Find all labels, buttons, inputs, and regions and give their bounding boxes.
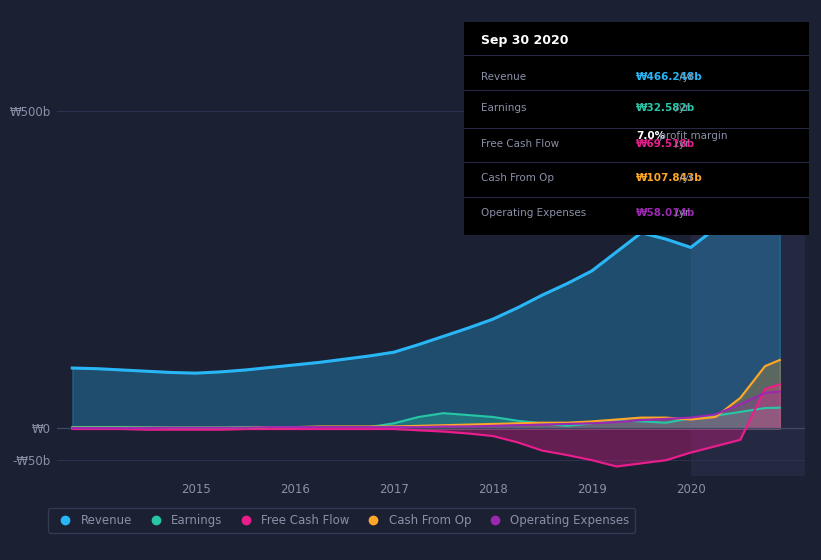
Text: ₩58.014b: ₩58.014b [636,208,695,218]
Text: ₩107.843b: ₩107.843b [636,173,703,183]
Text: Operating Expenses: Operating Expenses [481,208,586,218]
Legend: Revenue, Earnings, Free Cash Flow, Cash From Op, Operating Expenses: Revenue, Earnings, Free Cash Flow, Cash … [48,508,635,533]
Text: ₩466.248b: ₩466.248b [636,72,703,82]
Text: ₩69.518b: ₩69.518b [636,139,695,149]
Text: 7.0%: 7.0% [636,130,665,141]
Text: /yr: /yr [672,208,690,218]
Text: profit margin: profit margin [656,130,727,141]
Text: /yr: /yr [672,139,690,149]
Text: ₩32.582b: ₩32.582b [636,103,695,113]
Text: Sep 30 2020: Sep 30 2020 [481,34,569,47]
Text: Cash From Op: Cash From Op [481,173,554,183]
Text: Free Cash Flow: Free Cash Flow [481,139,559,149]
Text: /yr: /yr [672,103,690,113]
Text: Revenue: Revenue [481,72,526,82]
Text: /yr: /yr [676,72,693,82]
Text: Earnings: Earnings [481,103,526,113]
Text: /yr: /yr [676,173,693,183]
Bar [690,73,821,476]
